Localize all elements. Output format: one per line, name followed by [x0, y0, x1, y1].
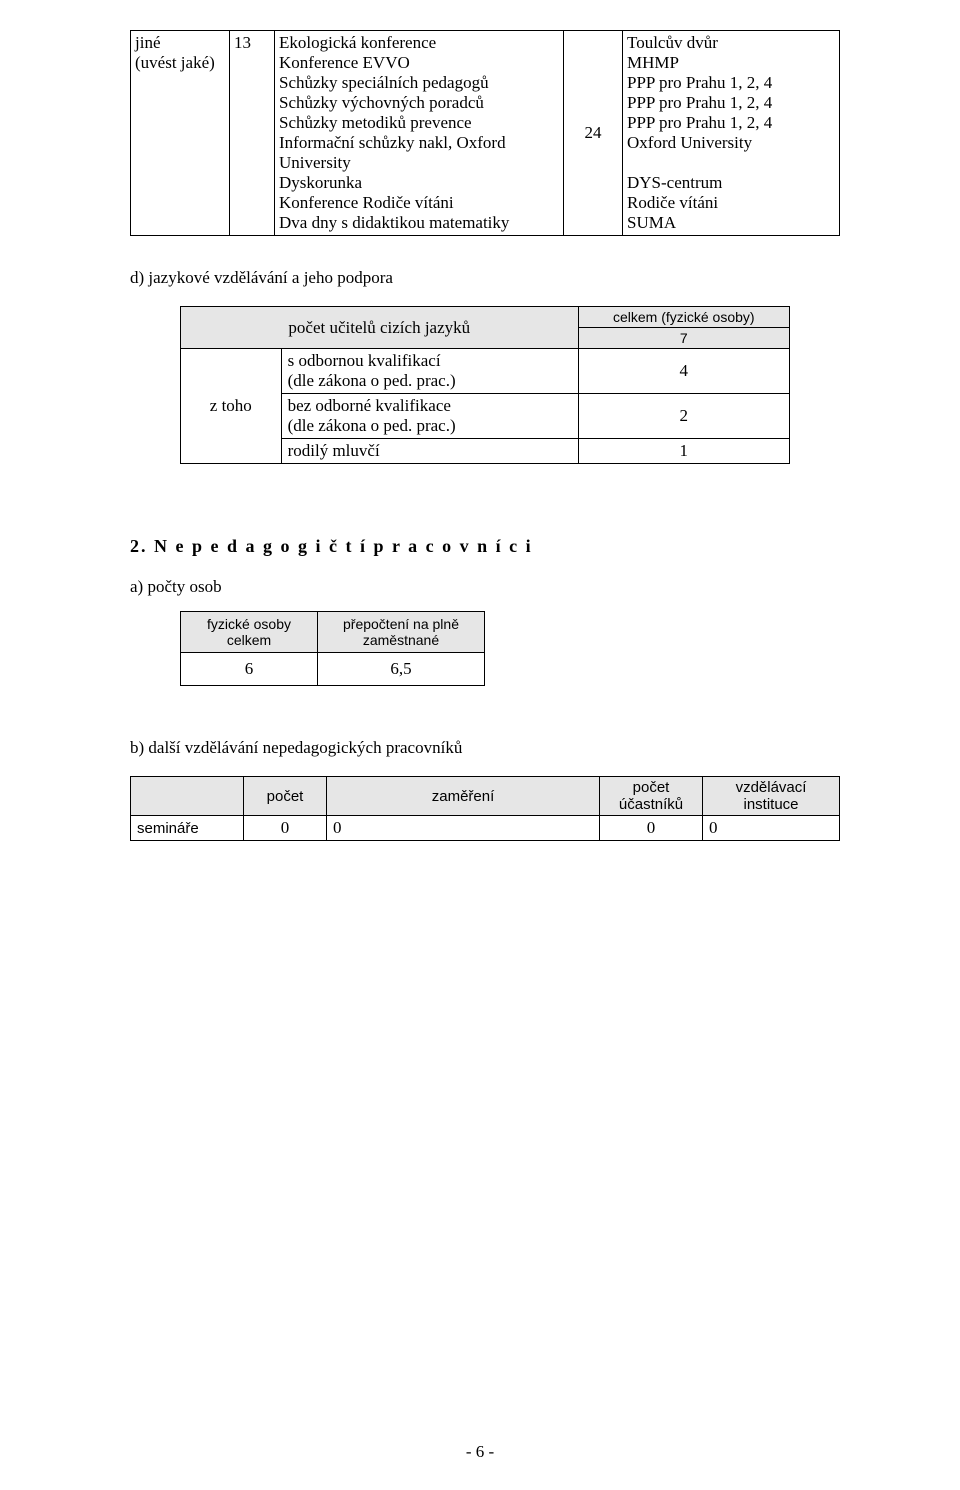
- cell-instituce-list: Toulcův dvůr MHMP PPP pro Prahu 1, 2, 4 …: [623, 31, 840, 236]
- cell-bez-kvalifikace: bez odborné kvalifikace (dle zákona o pe…: [281, 394, 578, 439]
- cell-val-1: 1: [578, 439, 789, 464]
- cell-hd-instituce: vzdělávací instituce: [703, 777, 840, 816]
- cell-hd-blank: [131, 777, 244, 816]
- table-pocty-osob: fyzické osoby celkem přepočtení na plně …: [180, 611, 485, 686]
- cell-v-uc: 0: [600, 816, 703, 841]
- cell-ztoho: z toho: [181, 349, 282, 464]
- page: jiné (uvést jaké) 13 Ekologická konferen…: [0, 0, 960, 1490]
- cell-hdr-pocet-ucitelu: počet učitelů cizích jazyků: [181, 307, 579, 349]
- cell-v2-65: 6,5: [318, 653, 485, 686]
- cell-row-seminare: semináře: [131, 816, 244, 841]
- cell-val-2: 2: [578, 394, 789, 439]
- table-dalsi-vzdelavani-nepedag: počet zaměření počet účastníků vzdělávac…: [130, 776, 840, 841]
- cell-v-zam: 0: [327, 816, 600, 841]
- cell-v1-6: 6: [181, 653, 318, 686]
- table-ucitele-jazyku: počet učitelů cizích jazyků celkem (fyzi…: [180, 306, 790, 464]
- cell-zamereni-list: Ekologická konference Konference EVVO Sc…: [275, 31, 564, 236]
- cell-v-inst: 0: [703, 816, 840, 841]
- heading-d: d) jazykové vzdělávání a jeho podpora: [130, 268, 840, 288]
- cell-hdr-celkem: celkem (fyzické osoby): [578, 307, 789, 328]
- cell-count13: 13: [230, 31, 275, 236]
- cell-hd-zamereni: zaměření: [327, 777, 600, 816]
- cell-hd-ucastniku: počet účastníků: [600, 777, 703, 816]
- cell-hdr-7: 7: [578, 328, 789, 349]
- cell-val-4: 4: [578, 349, 789, 394]
- cell-hd-prepocteni: přepočtení na plně zaměstnané: [318, 612, 485, 653]
- cell-hd-pocet: počet: [244, 777, 327, 816]
- page-footer: - 6 -: [0, 1442, 960, 1462]
- cell-rodily-mluvci: rodilý mluvčí: [281, 439, 578, 464]
- heading-a: a) počty osob: [130, 577, 840, 597]
- cell-hd-fyz-osoby: fyzické osoby celkem: [181, 612, 318, 653]
- heading-2-nepedagogicti: 2. N e p e d a g o g i č t í p r a c o v…: [130, 536, 840, 557]
- cell-jine: jiné (uvést jaké): [131, 31, 230, 236]
- cell-v-pocet: 0: [244, 816, 327, 841]
- heading-b: b) další vzdělávání nepedagogických prac…: [130, 738, 840, 758]
- table-dalsi-vzdelavani-row: jiné (uvést jaké) 13 Ekologická konferen…: [130, 30, 840, 236]
- cell-count24: 24: [564, 31, 623, 236]
- cell-odborna-kvalifikace: s odbornou kvalifikací (dle zákona o ped…: [281, 349, 578, 394]
